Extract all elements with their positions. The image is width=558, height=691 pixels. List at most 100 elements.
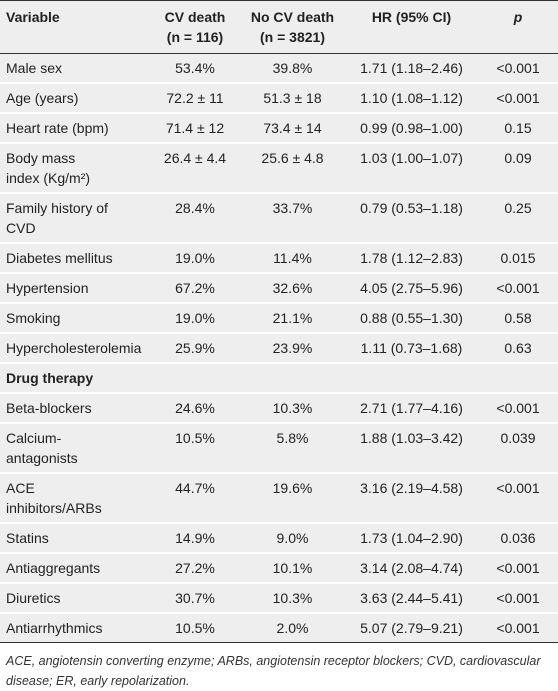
row-label: Diuretics (6, 590, 61, 606)
table-row: ACE inhibitors/ARBs 44.7% 19.6% 3.16 (2.19–4… (0, 473, 558, 524)
table-cell: 3.16 (2.19–4.58) (345, 473, 478, 524)
table-cell: Heart rate (bpm) (0, 113, 150, 144)
table-cell: 0.036 (478, 523, 558, 554)
table-cell: Hypertension (0, 273, 150, 304)
table-cell: 2.71 (1.77–4.16) (345, 393, 478, 424)
row-label: Age (years) (6, 90, 79, 106)
header-cell: Variable (0, 0, 150, 54)
header-text: (n = 116) (166, 29, 224, 45)
table-cell: 0.09 (478, 143, 558, 194)
table-cell: 10.1% (240, 553, 345, 584)
table-cell: 11.4% (240, 243, 345, 274)
section-label: Drug therapy (0, 363, 558, 394)
row-label: ACE (6, 480, 35, 496)
row-label: CVD (6, 220, 36, 236)
row-label: Calcium- (6, 430, 62, 446)
header-text: p (513, 9, 523, 25)
table-cell: <0.001 (478, 613, 558, 643)
table-cell: Family history of CVD (0, 193, 150, 244)
row-label: Male sex (6, 60, 63, 76)
table-row: Beta-blockers 24.6% 10.3% 2.71 (1.77–4.16) <… (0, 393, 558, 424)
table-cell: <0.001 (478, 83, 558, 114)
table-cell: 26.4 ± 4.4 (150, 143, 240, 194)
table-cell: 30.7% (150, 583, 240, 614)
table-row: Male sex 53.4% 39.8% 1.71 (1.18–2.46) <0.001 (0, 53, 558, 84)
row-label: Antiaggregants (6, 560, 101, 576)
row-label: Antiarrhythmics (6, 620, 103, 636)
header-row: Variable CV death (n = 116) No CV death (n =… (0, 0, 558, 54)
row-label: index (Kg/m²) (6, 170, 91, 186)
table-row: Diabetes mellitus 19.0% 11.4% 1.78 (1.12–2.… (0, 243, 558, 274)
table-cell: 10.5% (150, 613, 240, 643)
header-cell: CV death (n = 116) (150, 0, 240, 54)
table-cell: 5.8% (240, 423, 345, 474)
header-text: No CV death (250, 9, 335, 25)
row-label: Body mass (6, 150, 76, 166)
footnote: ACE, angiotensin converting enzyme; ARBs… (6, 654, 541, 688)
table-cell: Smoking (0, 303, 150, 334)
table-cell: 1.11 (0.73–1.68) (345, 333, 478, 364)
table-cell: Beta-blockers (0, 393, 150, 424)
table-row: Hypertension 67.2% 32.6% 4.05 (2.75–5.96) <0… (0, 273, 558, 304)
table-cell: <0.001 (478, 473, 558, 524)
table-cell: <0.001 (478, 53, 558, 84)
table-cell: Age (years) (0, 83, 150, 114)
table-cell: 1.73 (1.04–2.90) (345, 523, 478, 554)
table-cell: 0.99 (0.98–1.00) (345, 113, 478, 144)
table-cell: 39.8% (240, 53, 345, 84)
table-cell: 53.4% (150, 53, 240, 84)
row-label: Heart rate (bpm) (6, 120, 109, 136)
header-cell: No CV death (n = 3821) (240, 0, 345, 54)
table-cell: Calcium-antagonists (0, 423, 150, 474)
header-text: Variable (6, 9, 60, 25)
table-cell: 21.1% (240, 303, 345, 334)
table-cell: 28.4% (150, 193, 240, 244)
table-row: Family history of CVD 28.4% 33.7% 0.79 (0.53… (0, 193, 558, 244)
table-cell: 25.6 ± 4.8 (240, 143, 345, 194)
table-cell: 5.07 (2.79–9.21) (345, 613, 478, 643)
row-label: Statins (6, 530, 49, 546)
table-cell: 1.71 (1.18–2.46) (345, 53, 478, 84)
table-cell: 51.3 ± 18 (240, 83, 345, 114)
table-row: Hypercholesterolemia 25.9% 23.9% 1.11 (0.73… (0, 333, 558, 364)
table-cell: 19.0% (150, 243, 240, 274)
section-row: Drug therapy (0, 363, 558, 394)
table-cell: 44.7% (150, 473, 240, 524)
header-cell: HR (95% CI) (345, 0, 478, 54)
table-cell: 9.0% (240, 523, 345, 554)
table-row: Age (years) 72.2 ± 11 51.3 ± 18 1.10 (1.08–… (0, 83, 558, 114)
table-row: Antiarrhythmics 10.5% 2.0% 5.07 (2.79–9.21)… (0, 613, 558, 643)
table-cell: 19.6% (240, 473, 345, 524)
table-cell: 4.05 (2.75–5.96) (345, 273, 478, 304)
table-cell: 73.4 ± 14 (240, 113, 345, 144)
table-row: Calcium-antagonists 10.5% 5.8% 1.88 (1.03–3… (0, 423, 558, 474)
table-cell: Antiarrhythmics (0, 613, 150, 643)
table-cell: Antiaggregants (0, 553, 150, 584)
table-cell: 32.6% (240, 273, 345, 304)
table-cell: 1.88 (1.03–3.42) (345, 423, 478, 474)
table-cell: Diuretics (0, 583, 150, 614)
table-cell: 0.79 (0.53–1.18) (345, 193, 478, 244)
table-row: Statins 14.9% 9.0% 1.73 (1.04–2.90) 0.036 (0, 523, 558, 554)
table-cell: 71.4 ± 12 (150, 113, 240, 144)
table-cell: 0.63 (478, 333, 558, 364)
table-cell: 33.7% (240, 193, 345, 244)
table-row: Diuretics 30.7% 10.3% 3.63 (2.44–5.41) <0.00… (0, 583, 558, 614)
table-cell: Hypercholesterolemia (0, 333, 150, 364)
table-cell: 3.63 (2.44–5.41) (345, 583, 478, 614)
table-cell: 10.5% (150, 423, 240, 474)
table-row: Heart rate (bpm) 71.4 ± 12 73.4 ± 14 0.99 (… (0, 113, 558, 144)
table-cell: 14.9% (150, 523, 240, 554)
table-cell: 24.6% (150, 393, 240, 424)
table-cell: 1.03 (1.00–1.07) (345, 143, 478, 194)
table-cell: 0.25 (478, 193, 558, 244)
table-cell: Statins (0, 523, 150, 554)
table-cell: 0.039 (478, 423, 558, 474)
row-label: Diabetes mellitus (6, 250, 113, 266)
row-label: Beta-blockers (6, 400, 92, 416)
table-cell: Male sex (0, 53, 150, 84)
table-cell: <0.001 (478, 393, 558, 424)
table-cell: ACE inhibitors/ARBs (0, 473, 150, 524)
table-cell: 0.015 (478, 243, 558, 274)
